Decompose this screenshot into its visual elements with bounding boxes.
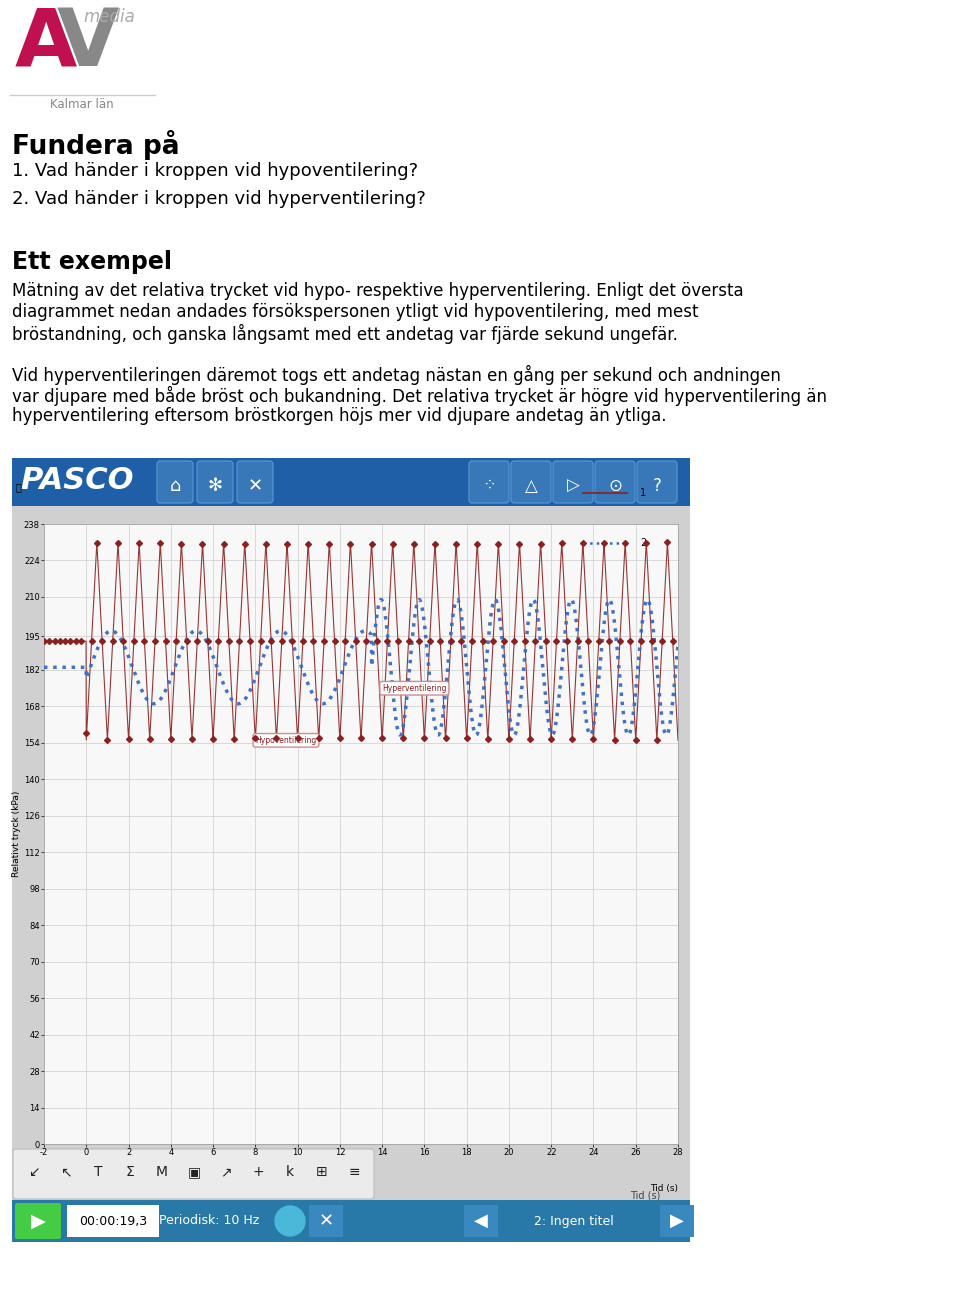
Bar — [309, 1205, 343, 1237]
Bar — [660, 1205, 694, 1237]
Text: PASCO: PASCO — [20, 466, 133, 495]
Text: ⌂: ⌂ — [169, 477, 180, 495]
Text: Σ: Σ — [126, 1165, 134, 1179]
Text: Tid (s): Tid (s) — [630, 1191, 660, 1200]
Text: ▷: ▷ — [566, 477, 580, 495]
Text: Vid hyperventileringen däremot togs ett andetag nästan en gång per sekund och an: Vid hyperventileringen däremot togs ett … — [12, 364, 780, 385]
Bar — [464, 1205, 498, 1237]
Text: Kalmar län: Kalmar län — [50, 99, 114, 112]
Text: T: T — [94, 1165, 103, 1179]
FancyBboxPatch shape — [197, 460, 233, 503]
Text: ▶: ▶ — [670, 1211, 684, 1230]
FancyBboxPatch shape — [469, 460, 509, 503]
Text: Fundera på: Fundera på — [12, 130, 180, 160]
Text: Hyperventilering: Hyperventilering — [382, 684, 446, 693]
Text: △: △ — [524, 477, 538, 495]
Bar — [12, 1200, 690, 1243]
Text: Periodisk: 10 Hz: Periodisk: 10 Hz — [158, 1214, 259, 1227]
FancyBboxPatch shape — [511, 460, 551, 503]
Text: ≡: ≡ — [348, 1165, 360, 1179]
FancyBboxPatch shape — [15, 1204, 61, 1239]
Text: A: A — [15, 5, 77, 83]
Text: +: + — [252, 1165, 264, 1179]
Text: V: V — [57, 5, 119, 83]
Text: ✕: ✕ — [248, 477, 263, 495]
Text: ↗: ↗ — [220, 1165, 231, 1179]
Text: bröstandning, och ganska långsamt med ett andetag var fjärde sekund ungefär.: bröstandning, och ganska långsamt med et… — [12, 324, 678, 344]
FancyBboxPatch shape — [595, 460, 635, 503]
Text: ⊞: ⊞ — [316, 1165, 327, 1179]
Text: 2: Ingen titel: 2: Ingen titel — [534, 1214, 613, 1227]
FancyBboxPatch shape — [553, 460, 593, 503]
Text: Ett exempel: Ett exempel — [12, 250, 172, 274]
Y-axis label: Relativt tryck (kPa): Relativt tryck (kPa) — [12, 791, 21, 877]
Circle shape — [275, 1206, 305, 1236]
Text: ?: ? — [653, 477, 661, 495]
Bar — [67, 1205, 159, 1237]
Text: Hypoventilering: Hypoventilering — [255, 735, 317, 744]
FancyBboxPatch shape — [237, 460, 273, 503]
FancyBboxPatch shape — [157, 460, 193, 503]
Text: var djupare med både bröst och bukandning. Det relativa trycket är högre vid hyp: var djupare med både bröst och bukandnin… — [12, 387, 827, 406]
Text: 1: 1 — [640, 488, 646, 498]
Bar — [12, 458, 690, 506]
Text: 00:00:19,3: 00:00:19,3 — [79, 1214, 147, 1227]
Text: ✕: ✕ — [319, 1211, 333, 1230]
Text: 1. Vad händer i kroppen vid hypoventilering?: 1. Vad händer i kroppen vid hypoventiler… — [12, 162, 419, 180]
Text: ↙: ↙ — [28, 1165, 39, 1179]
Text: k: k — [286, 1165, 294, 1179]
Text: hyperventilering eftersom bröstkorgen höjs mer vid djupare andetag än ytliga.: hyperventilering eftersom bröstkorgen hö… — [12, 407, 666, 425]
FancyBboxPatch shape — [637, 460, 677, 503]
Text: M: M — [156, 1165, 168, 1179]
Text: media: media — [83, 8, 134, 26]
Text: ↖: ↖ — [60, 1165, 72, 1179]
Text: Tid (s): Tid (s) — [650, 1184, 678, 1193]
Text: Mätning av det relativa trycket vid hypo- respektive hyperventilering. Enligt de: Mätning av det relativa trycket vid hypo… — [12, 281, 744, 300]
Text: ✻: ✻ — [207, 477, 223, 495]
Text: ▣: ▣ — [187, 1165, 201, 1179]
Text: diagrammet nedan andades försökspersonen ytligt vid hypoventilering, med mest: diagrammet nedan andades försökspersonen… — [12, 303, 699, 320]
Text: ⁘: ⁘ — [482, 477, 496, 495]
Bar — [12, 506, 690, 1200]
Text: 2. Vad händer i kroppen vid hyperventilering?: 2. Vad händer i kroppen vid hyperventile… — [12, 189, 426, 208]
Text: ▶: ▶ — [31, 1211, 45, 1231]
FancyBboxPatch shape — [13, 1149, 374, 1198]
Text: 🔒: 🔒 — [15, 481, 21, 492]
Text: ◀: ◀ — [474, 1211, 488, 1230]
Text: ⊙: ⊙ — [608, 477, 622, 495]
Text: 2: 2 — [640, 537, 646, 547]
